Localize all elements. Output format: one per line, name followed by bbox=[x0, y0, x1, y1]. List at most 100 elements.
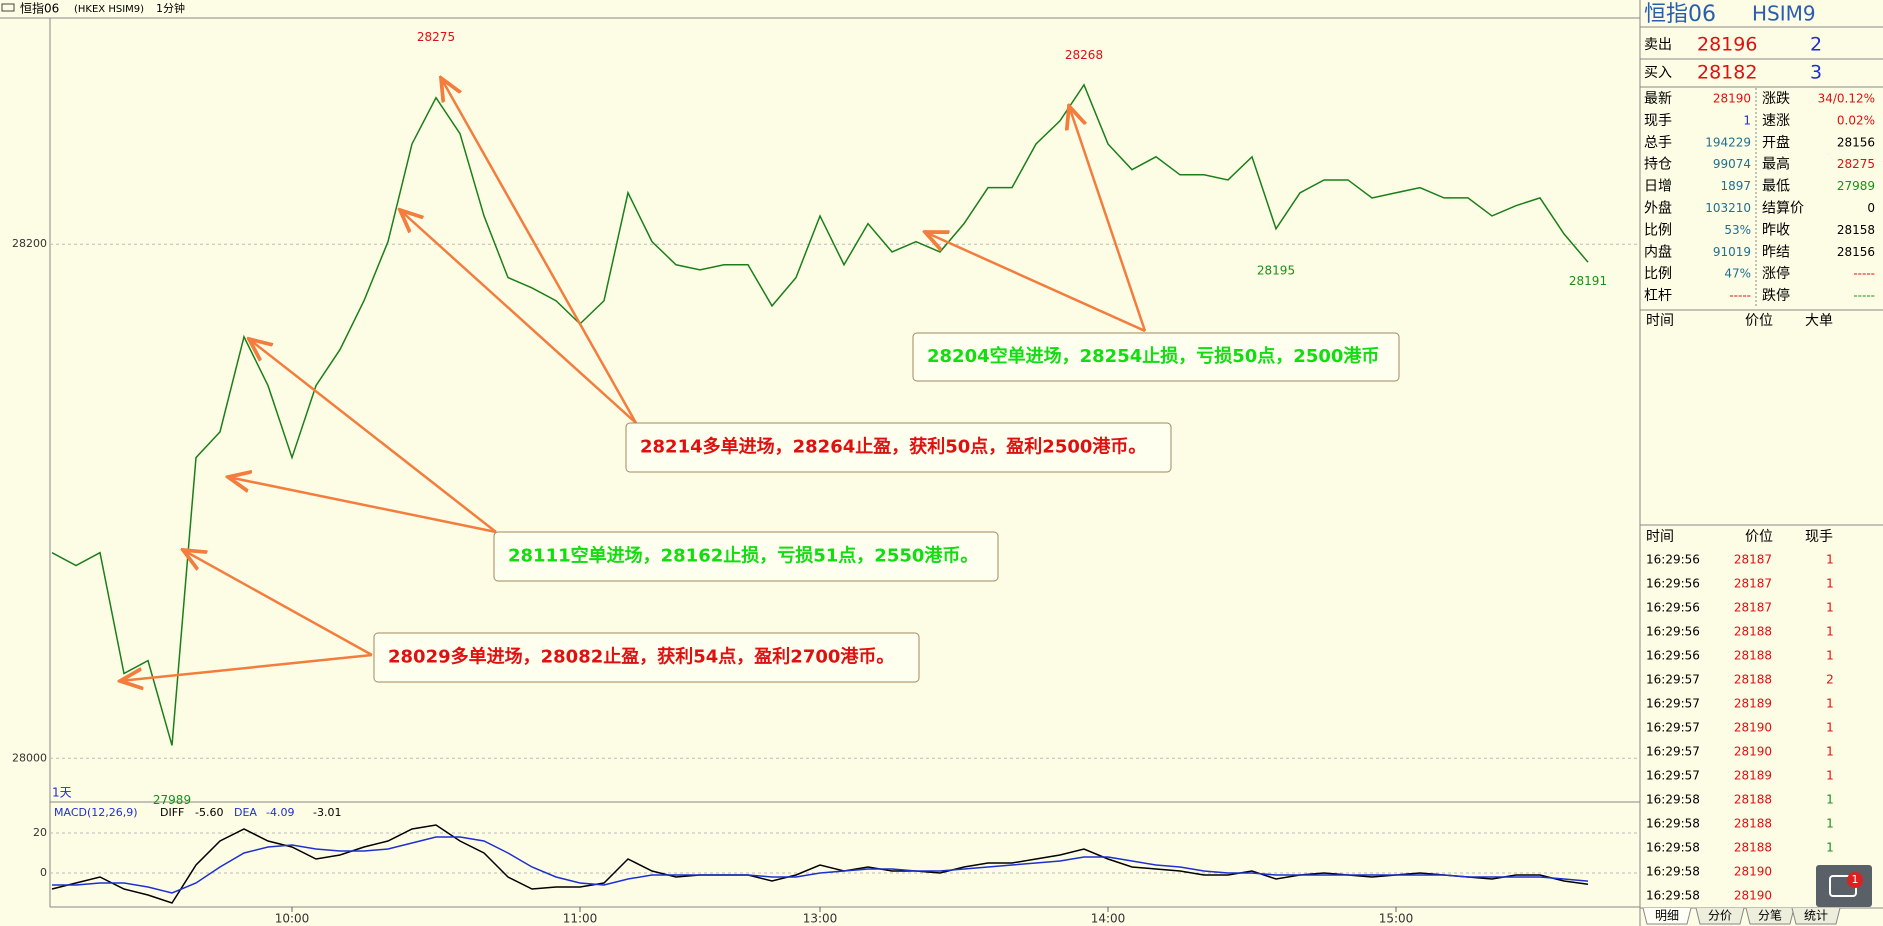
annotation-text: 28214多单进场，28264止盈，获利50点，盈利2500港币。 bbox=[640, 436, 1146, 458]
badge bbox=[1847, 872, 1863, 888]
trade-time: 16:29:57 bbox=[1646, 721, 1700, 735]
y-tick-label: 28200 bbox=[12, 237, 47, 250]
bid-ask-label: 卖出 bbox=[1644, 37, 1672, 53]
quote-value: 0.02% bbox=[1837, 113, 1875, 127]
x-tick-label: 15:00 bbox=[1379, 912, 1414, 926]
quote-label: 最低 bbox=[1762, 179, 1790, 195]
quote-value: ----- bbox=[1853, 289, 1875, 303]
tab[interactable] bbox=[1695, 907, 1745, 925]
trade-volume: 1 bbox=[1826, 625, 1834, 639]
quote-value: 91019 bbox=[1713, 245, 1751, 259]
tab[interactable] bbox=[1745, 907, 1795, 925]
arrow bbox=[183, 550, 373, 657]
quote-value: ----- bbox=[1853, 267, 1875, 281]
trade-time: 16:29:57 bbox=[1646, 745, 1700, 759]
quote-label: 最高 bbox=[1762, 156, 1790, 173]
tab[interactable] bbox=[1642, 907, 1692, 925]
trade-price: 28190 bbox=[1734, 889, 1772, 903]
column-header: 价位 bbox=[1745, 313, 1773, 329]
x-tick-label: 14:00 bbox=[1091, 912, 1126, 926]
trade-price: 28187 bbox=[1734, 577, 1772, 591]
trade-volume: 1 bbox=[1826, 817, 1834, 831]
tab[interactable] bbox=[1791, 907, 1841, 925]
annotation-text: 28111空单进场，28162止损，亏损51点，2550港币。 bbox=[508, 545, 978, 567]
trade-volume: 1 bbox=[1826, 577, 1834, 591]
badge-count: 1 bbox=[1852, 873, 1859, 886]
window-icon bbox=[1, 3, 15, 12]
trade-time: 16:29:56 bbox=[1646, 601, 1700, 615]
corner-label: 1天 bbox=[52, 786, 72, 800]
trade-time: 16:29:56 bbox=[1646, 625, 1700, 639]
quote-value: 103210 bbox=[1705, 201, 1751, 215]
quote-label: 内盘 bbox=[1644, 243, 1672, 260]
price-label: 28275 bbox=[417, 30, 455, 44]
quote-value: 28156 bbox=[1837, 135, 1875, 149]
y-tick-label: 0 bbox=[40, 866, 47, 879]
quote-title: 恒指06 bbox=[1644, 2, 1716, 27]
trade-time: 16:29:58 bbox=[1646, 793, 1700, 807]
series-value: -5.60 bbox=[195, 806, 223, 819]
quote-value: 99074 bbox=[1713, 157, 1751, 171]
tab-label[interactable]: 分笔 bbox=[1758, 908, 1782, 923]
annotation-text: 28029多单进场，28082止盈，获利54点，盈利2700港币。 bbox=[388, 646, 894, 668]
trade-volume: 1 bbox=[1826, 601, 1834, 615]
quote-value: 28275 bbox=[1837, 157, 1875, 171]
tab-label[interactable]: 分价 bbox=[1708, 909, 1732, 923]
quote-label: 昨结 bbox=[1762, 244, 1790, 260]
quote-value: 47% bbox=[1724, 267, 1751, 281]
trade-time: 16:29:58 bbox=[1646, 841, 1700, 855]
bid-ask-volume: 3 bbox=[1810, 62, 1822, 84]
quote-label: 比例 bbox=[1644, 222, 1672, 238]
quote-label: 开盘 bbox=[1762, 134, 1790, 151]
column-header: 大单 bbox=[1805, 313, 1833, 329]
column-header: 价位 bbox=[1745, 529, 1773, 545]
quote-label: 持仓 bbox=[1644, 157, 1672, 173]
period[interactable]: 1分钟 bbox=[156, 1, 185, 15]
chat-button[interactable] bbox=[1816, 865, 1872, 907]
arrow bbox=[441, 78, 638, 424]
trade-price: 28188 bbox=[1734, 673, 1772, 687]
annotation-box bbox=[625, 422, 1172, 473]
y-tick-label: 28000 bbox=[12, 751, 47, 764]
price-line bbox=[51, 83, 1589, 746]
trade-price: 28189 bbox=[1734, 697, 1772, 711]
bid-ask-label: 买入 bbox=[1644, 65, 1672, 81]
trade-price: 28188 bbox=[1734, 817, 1772, 831]
macd-value: -3.01 bbox=[313, 806, 341, 819]
trade-time: 16:29:58 bbox=[1646, 889, 1700, 903]
arrow bbox=[249, 339, 497, 533]
bid-ask-price: 28182 bbox=[1697, 62, 1757, 84]
trade-time: 16:29:57 bbox=[1646, 697, 1700, 711]
price-label: 28195 bbox=[1257, 264, 1295, 278]
y-tick-label: 20 bbox=[33, 826, 47, 839]
quote-value: 27989 bbox=[1837, 179, 1875, 193]
trade-price: 28188 bbox=[1734, 625, 1772, 639]
quote-value: 1 bbox=[1743, 113, 1751, 127]
arrow bbox=[400, 210, 637, 424]
code: (HKEX HSIM9) bbox=[74, 4, 144, 15]
trade-volume: 1 bbox=[1826, 793, 1834, 807]
trade-volume: 1 bbox=[1826, 721, 1834, 735]
quote-label: 比例 bbox=[1644, 266, 1672, 282]
trade-price: 28190 bbox=[1734, 865, 1772, 879]
annotation-box bbox=[912, 332, 1400, 382]
tab-label[interactable]: 统计 bbox=[1804, 909, 1828, 923]
trade-time: 16:29:58 bbox=[1646, 865, 1700, 879]
quote-label: 昨收 bbox=[1762, 222, 1790, 238]
quote-label: 速涨 bbox=[1762, 113, 1790, 129]
bid-ask-volume: 2 bbox=[1810, 34, 1822, 56]
trade-time: 16:29:57 bbox=[1646, 673, 1700, 687]
annotation-box bbox=[493, 531, 999, 582]
trade-time: 16:29:56 bbox=[1646, 649, 1700, 663]
x-tick-label: 13:00 bbox=[803, 912, 838, 926]
quote-label: 外盘 bbox=[1644, 200, 1672, 217]
quote-value: 1897 bbox=[1720, 179, 1751, 193]
tab-label[interactable]: 明细 bbox=[1655, 909, 1679, 923]
macd-line bbox=[52, 836, 1589, 894]
trade-price: 28190 bbox=[1734, 721, 1772, 735]
quote-label: 结算价 bbox=[1762, 201, 1804, 217]
quote-value: ----- bbox=[1729, 289, 1751, 303]
quote-label: 跌停 bbox=[1762, 287, 1790, 304]
quote-value: 34/0.12% bbox=[1818, 92, 1875, 106]
